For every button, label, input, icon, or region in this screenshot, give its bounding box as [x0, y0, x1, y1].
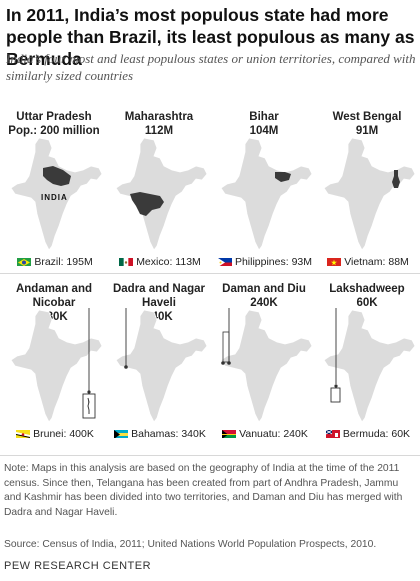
state-population: 104M — [249, 125, 279, 137]
vietnam-flag-icon — [327, 257, 342, 266]
country-population: 340K — [181, 428, 206, 440]
state-name: Dadra and Nagar Haveli — [112, 283, 206, 309]
page-title: In 2011, India’s most populous state had… — [6, 5, 415, 69]
footnote: Note: Maps in this analysis are based on… — [4, 463, 403, 518]
source-line: Source: Census of India, 2011; United Na… — [4, 539, 377, 550]
country-comparison: Mexico: 113M — [108, 255, 212, 269]
country-population: 113M — [175, 256, 201, 268]
panel-label: Maharashtra 112M — [108, 110, 210, 138]
country-comparison: Philippines: 93M — [213, 255, 317, 269]
panel-bihar: Bihar 104M Philippines: 93M — [213, 110, 315, 270]
country-population: 93M — [291, 256, 313, 268]
india-label: INDIA — [41, 193, 68, 202]
india-map: INDIA — [10, 137, 103, 251]
country-name: Brazil — [34, 256, 61, 268]
page-subtitle: India’s four most and least populous sta… — [6, 51, 416, 83]
notes-divider — [0, 455, 420, 456]
vanuatu-flag-icon — [222, 429, 237, 438]
country-comparison: Bermuda: 60K — [316, 427, 420, 441]
india-map — [220, 308, 313, 423]
philippines-flag-icon — [217, 257, 232, 266]
brand-logo: PEW RESEARCH CENTER — [4, 560, 152, 572]
panel-label: Daman and Diu 240K — [213, 282, 315, 310]
panel-dadra-nagar-haveli: Dadra and Nagar Haveli 340K Bahamas: 340… — [108, 282, 210, 442]
state-name: Uttar Pradesh — [16, 111, 92, 123]
state-population: 240K — [250, 297, 278, 309]
country-population: 400K — [69, 428, 94, 440]
panel-andaman-nicobar: Andaman and Nicobar 380K Brunei: 400K — [3, 282, 105, 442]
india-map — [323, 137, 416, 251]
state-name: Maharashtra — [124, 111, 194, 123]
state-population: 112M — [144, 125, 174, 137]
panel-label: Bihar 104M — [213, 110, 315, 138]
panel-maharashtra: Maharashtra 112M Mexico: 113M — [108, 110, 210, 270]
country-comparison: Vietnam: 88M — [316, 255, 420, 269]
country-comparison: Vanuatu: 240K — [213, 427, 317, 441]
panel-lakshadweep: Lakshadweep 60K Bermuda: 60K — [316, 282, 418, 442]
state-population: 91M — [355, 125, 379, 137]
row-divider — [0, 273, 420, 274]
country-name: Vietnam — [344, 256, 383, 268]
state-population: Pop.: 200 million — [8, 125, 100, 137]
state-name: West Bengal — [332, 111, 402, 123]
country-name: Mexico — [136, 256, 170, 268]
india-map — [220, 137, 313, 251]
panel-daman-diu: Daman and Diu 240K Vanuatu: 240K — [213, 282, 315, 442]
state-population: 60K — [356, 297, 378, 309]
panel-label: Lakshadweep 60K — [316, 282, 418, 310]
country-comparison: Bahamas: 340K — [108, 427, 212, 441]
map-grid: Uttar Pradesh Pop.: 200 million INDIA Br… — [0, 110, 420, 455]
country-comparison: Brazil: 195M — [3, 255, 107, 269]
india-map — [323, 308, 416, 423]
country-population: 88M — [388, 256, 409, 268]
bahamas-flag-icon — [114, 429, 129, 438]
country-population: 60K — [391, 428, 411, 440]
panel-west-bengal: West Bengal 91M Vietnam: 88M — [316, 110, 418, 270]
country-population: 240K — [283, 428, 308, 440]
panel-label: West Bengal 91M — [316, 110, 418, 138]
state-name: Lakshadweep — [329, 283, 405, 295]
panel-label: Uttar Pradesh Pop.: 200 million — [3, 110, 105, 138]
country-name: Vanuatu — [239, 428, 278, 440]
mexico-flag-icon — [119, 257, 134, 266]
india-map — [10, 308, 103, 423]
country-name: Bahamas — [131, 428, 176, 440]
india-map — [115, 308, 208, 423]
state-name: Andaman and Nicobar — [15, 283, 93, 309]
brazil-flag-icon — [17, 257, 32, 266]
state-name: Daman and Diu — [222, 283, 306, 295]
panel-label: Dadra and Nagar Haveli 340K — [108, 282, 210, 324]
country-name: Philippines — [234, 256, 286, 268]
bermuda-flag-icon — [325, 429, 340, 438]
state-name: Bihar — [249, 111, 279, 123]
country-name: Bermuda — [342, 428, 386, 440]
panel-uttar-pradesh: Uttar Pradesh Pop.: 200 million INDIA Br… — [3, 110, 105, 270]
brunei-flag-icon — [16, 429, 31, 438]
india-map — [115, 137, 208, 251]
country-name: Brunei — [33, 428, 64, 440]
country-comparison: Brunei: 400K — [3, 427, 107, 441]
country-population: 195M — [66, 256, 93, 268]
